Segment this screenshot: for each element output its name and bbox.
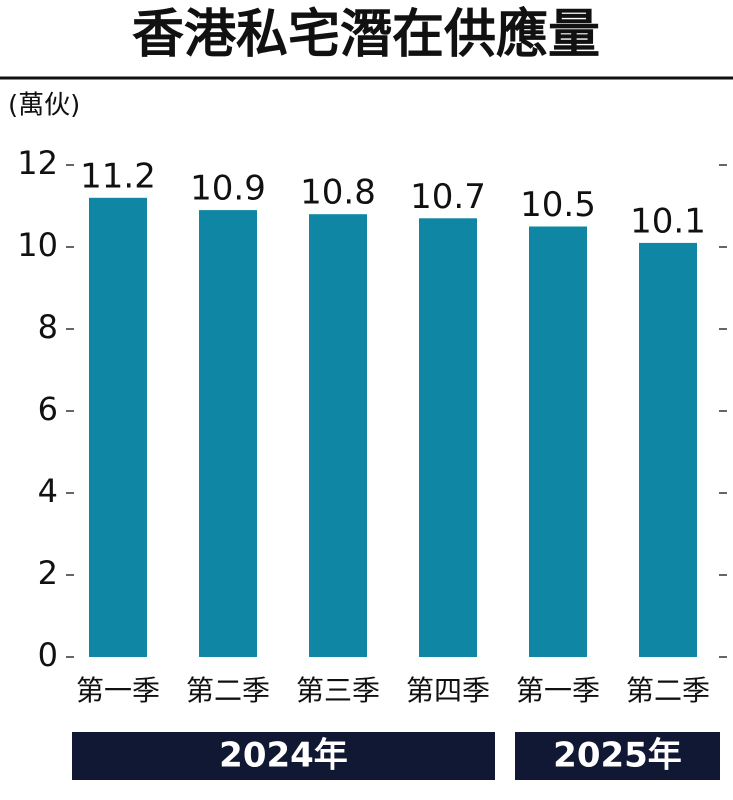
y-axis-label: (萬伙) bbox=[8, 91, 80, 121]
group-label: 2025年 bbox=[553, 736, 682, 776]
bar bbox=[89, 197, 147, 658]
bar bbox=[309, 214, 367, 657]
x-tick-label: 第二季 bbox=[626, 674, 710, 707]
y-tick-label: 10 bbox=[17, 226, 58, 264]
bar bbox=[639, 242, 697, 657]
value-label: 10.9 bbox=[190, 169, 266, 209]
x-tick-label: 第三季 bbox=[296, 674, 380, 707]
y-tick-label: 4 bbox=[38, 472, 58, 510]
y-tick-label: 2 bbox=[38, 554, 58, 592]
y-tick-label: 6 bbox=[38, 390, 58, 428]
bar bbox=[419, 218, 477, 658]
y-tick-label: 8 bbox=[38, 308, 58, 346]
group-band bbox=[72, 732, 495, 780]
value-label: 10.1 bbox=[630, 201, 706, 241]
group-label: 2024年 bbox=[219, 736, 348, 776]
bar bbox=[529, 226, 587, 657]
value-label: 10.8 bbox=[300, 173, 376, 213]
group-band bbox=[515, 732, 720, 780]
bar bbox=[199, 210, 257, 657]
y-tick-label: 0 bbox=[38, 636, 58, 674]
value-label: 10.7 bbox=[410, 177, 486, 217]
x-tick-label: 第四季 bbox=[406, 674, 490, 707]
value-label: 10.5 bbox=[520, 185, 596, 225]
x-tick-label: 第一季 bbox=[76, 674, 160, 707]
chart-title: 香港私宅潛在供應量 bbox=[132, 5, 600, 65]
value-label: 11.2 bbox=[80, 156, 156, 196]
y-tick-label: 12 bbox=[17, 144, 58, 182]
x-tick-label: 第一季 bbox=[516, 674, 600, 707]
x-tick-label: 第二季 bbox=[186, 674, 270, 707]
